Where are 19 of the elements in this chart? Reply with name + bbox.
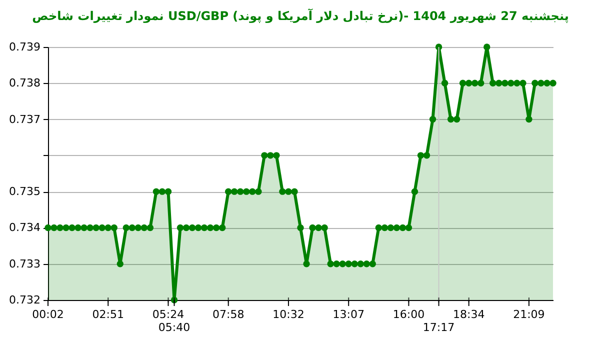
x-tick-label: 21:09	[513, 308, 545, 321]
y-tick-label: 0.732	[9, 294, 40, 306]
y-tick-label: 0.734	[9, 221, 40, 234]
x-tick-label: 07:58	[212, 308, 244, 321]
x-tick-label: 18:34	[452, 308, 485, 321]
y-tick-label: 0.739	[9, 40, 40, 54]
y-tick-label: 0.737	[9, 112, 40, 126]
chart-title: نمودار تغییرات شاخص USD/GBP (نرخ تبادل دلار آمریکا و پوند)- پنجشنبه 27 شهریور 1404	[32, 8, 569, 23]
y-tick-label: 0.738	[9, 76, 40, 90]
x-tick-label: 16:00	[392, 308, 425, 321]
x-tick-label: 05:24	[152, 308, 184, 321]
y-tick-label: 0.735	[9, 185, 40, 198]
x-tick-label: 00:02	[32, 308, 64, 321]
x-tick-label: 10:32	[272, 308, 304, 321]
x-tick-label: 13:07	[332, 308, 364, 321]
x-tick-label: 17:17	[422, 321, 455, 334]
x-tick-label: 05:40	[158, 321, 190, 334]
x-tick-label: 02:51	[92, 308, 124, 321]
y-tick-label: 0.733	[9, 257, 40, 270]
